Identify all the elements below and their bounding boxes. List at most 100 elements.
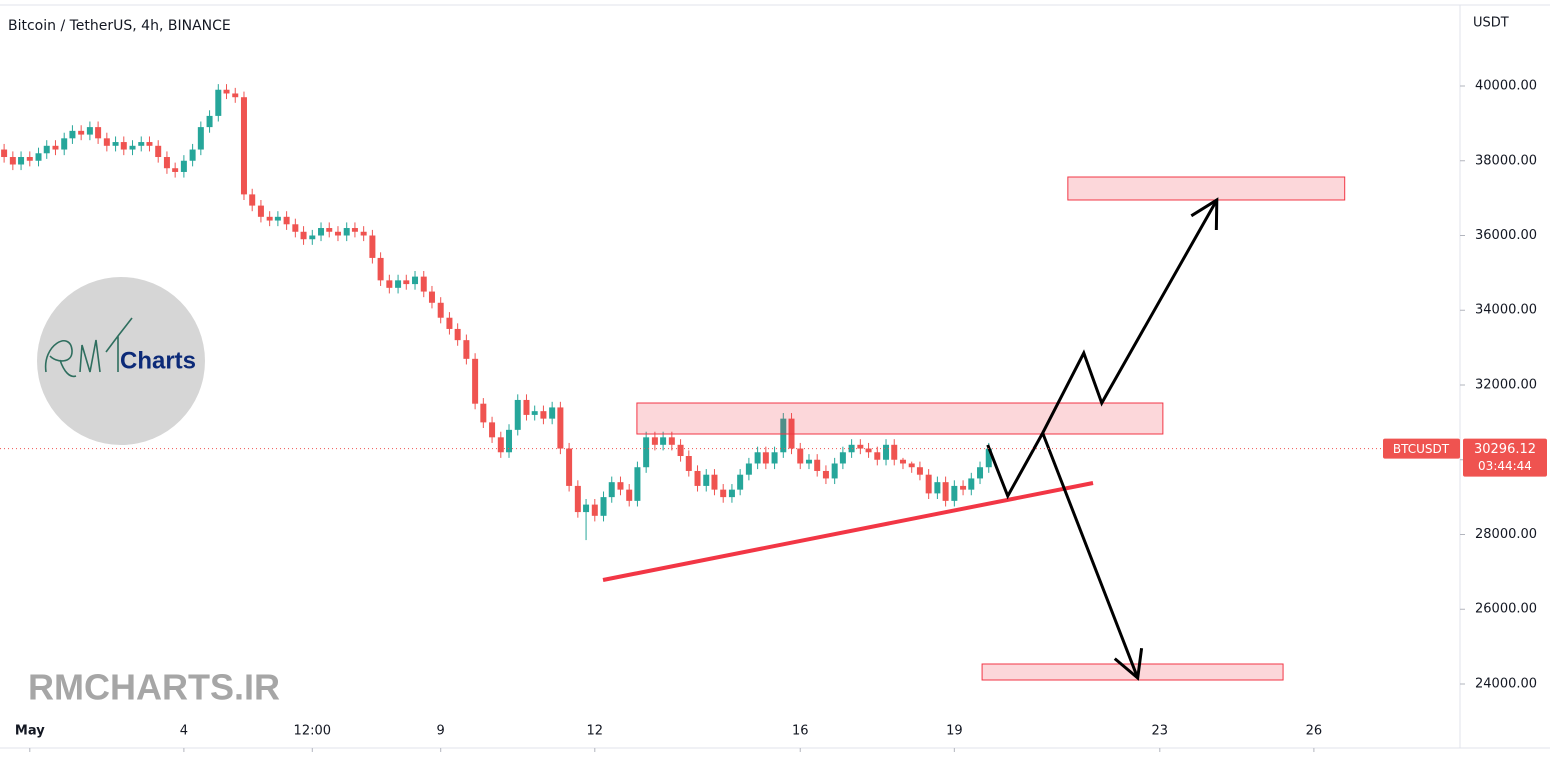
candle-body (266, 216, 273, 221)
candle-body (916, 467, 923, 475)
candle-body (9, 157, 16, 165)
candle-body (412, 276, 419, 285)
candle-body (480, 403, 487, 423)
y-tick-label: 24000.00 (1475, 676, 1537, 691)
candle-body (206, 115, 213, 128)
arrow-head (1113, 648, 1144, 681)
candle-body (506, 429, 513, 453)
x-tick-label: May (15, 724, 45, 739)
candle-body (617, 482, 624, 490)
candle-body (403, 280, 410, 285)
candle-body (899, 459, 906, 464)
candle-body (968, 478, 975, 490)
candle-body (634, 467, 641, 501)
candle-body (925, 474, 932, 494)
candle-body (172, 168, 179, 172)
x-tick-label: 23 (1152, 724, 1169, 739)
candle-body (531, 411, 538, 415)
candle-body (865, 448, 872, 453)
y-tick-label: 40000.00 (1475, 79, 1537, 94)
candle-body (112, 142, 119, 146)
candle-body (934, 482, 941, 494)
plot-area (1, 84, 1346, 681)
candle-body (737, 474, 744, 490)
candle-body (831, 463, 838, 479)
candle-body (643, 437, 650, 468)
candle-body (762, 452, 769, 464)
y-tick-label: 34000.00 (1475, 303, 1537, 318)
candle-body (540, 411, 547, 419)
candle-body (163, 157, 170, 169)
logo-text: Charts (120, 347, 196, 374)
y-tick-label: 38000.00 (1475, 153, 1537, 168)
candle-body (69, 130, 76, 139)
candle-body (720, 489, 727, 498)
candle-body (583, 504, 590, 513)
candle-body (600, 497, 607, 516)
candle-body (180, 160, 187, 172)
candle-body (318, 228, 325, 236)
candle-body (489, 422, 496, 438)
candle-body (651, 437, 658, 445)
candle-body (386, 280, 393, 288)
candle-body (728, 489, 735, 498)
candle-body (232, 93, 239, 98)
candle-body (35, 153, 42, 161)
logo-script (44, 317, 133, 378)
x-tick-label: 4 (180, 724, 188, 739)
candle-body (351, 228, 358, 232)
candle-body (780, 418, 787, 453)
y-tick-label: 28000.00 (1475, 527, 1537, 542)
chart-title: Bitcoin / TetherUS, 4h, BINANCE (8, 18, 231, 34)
countdown-label: 03:44:44 (1478, 459, 1532, 473)
candle-body (360, 231, 367, 236)
price-tag (1463, 438, 1547, 477)
arrow-path (986, 199, 1219, 500)
candle-body (377, 257, 384, 281)
candle-body (249, 194, 256, 206)
candle-body (215, 89, 222, 116)
candle-body (848, 444, 855, 453)
candle-body (395, 280, 402, 288)
candle-body (694, 470, 701, 486)
candle-body (908, 463, 915, 468)
candle-body (420, 276, 427, 292)
x-tick-label: 12:00 (294, 724, 331, 739)
candle-body (326, 228, 333, 232)
candle-body (26, 157, 33, 161)
candle-body (497, 437, 504, 453)
candle-body (437, 302, 444, 318)
arrow-head (1190, 197, 1219, 231)
candle-body (78, 130, 85, 135)
target-zone (636, 402, 1164, 435)
y-tick-label: 26000.00 (1475, 602, 1537, 617)
x-tick-label: 19 (946, 724, 963, 739)
candle-body (189, 149, 196, 161)
candle-body (446, 317, 453, 329)
candle-body (428, 291, 435, 303)
logo: Charts (37, 277, 205, 445)
candle-body (797, 448, 804, 464)
y-tick-label: 32000.00 (1475, 377, 1537, 392)
candle-body (43, 145, 50, 154)
x-tick-label: 16 (792, 724, 809, 739)
y-axis-label: USDT (1473, 16, 1509, 31)
candle-body (292, 224, 299, 232)
candle-body (771, 452, 778, 464)
candle-body (146, 142, 153, 146)
candle-body (343, 228, 350, 236)
candle-body (369, 235, 376, 258)
candle-body (822, 470, 829, 479)
x-tick-label: 12 (587, 724, 604, 739)
candle-body (677, 444, 684, 457)
candle-body (129, 145, 136, 150)
candle-body (472, 358, 479, 404)
candle-body (309, 235, 316, 240)
candle-body (839, 452, 846, 464)
candle-body (626, 489, 633, 501)
candle-body (557, 407, 564, 449)
candle-body (223, 89, 230, 94)
logo-circle (37, 277, 205, 445)
candle-body (591, 504, 598, 516)
